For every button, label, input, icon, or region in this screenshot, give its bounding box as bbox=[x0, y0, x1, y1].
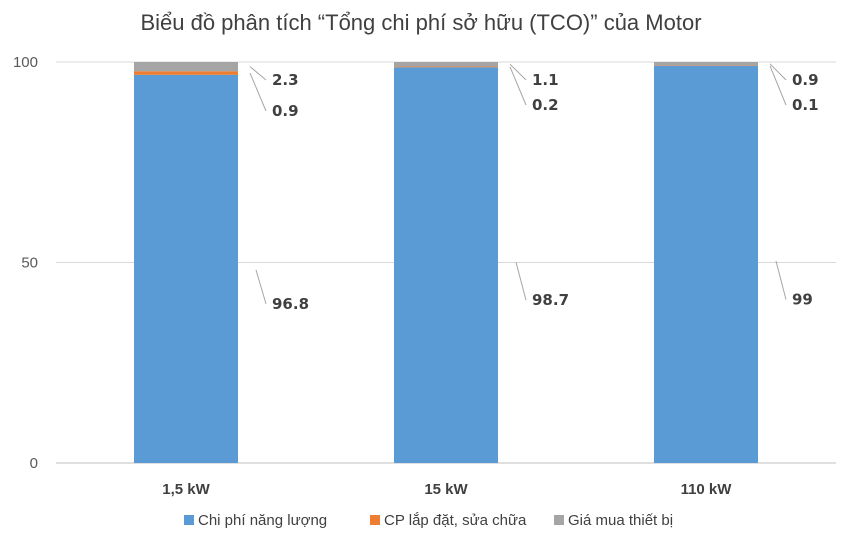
x-tick-label: 110 kW bbox=[681, 481, 733, 498]
data-label: 0.9 bbox=[272, 102, 299, 120]
legend-label: Giá mua thiết bị bbox=[568, 512, 673, 529]
y-tick-label: 50 bbox=[21, 255, 38, 272]
data-label: 99 bbox=[792, 291, 813, 309]
data-label: 0.1 bbox=[792, 96, 819, 114]
bar-segment bbox=[654, 62, 758, 66]
chart-title: Biểu đồ phân tích “Tổng chi phí sở hữu (… bbox=[140, 10, 702, 35]
y-tick-label: 100 bbox=[13, 54, 38, 71]
bar-segment bbox=[134, 74, 238, 463]
leader-line bbox=[775, 260, 787, 300]
data-label: 96.8 bbox=[272, 295, 309, 313]
legend-swatch bbox=[554, 515, 564, 525]
leader-line bbox=[255, 269, 267, 305]
bar-segment bbox=[394, 67, 498, 463]
bar-segment bbox=[394, 66, 498, 68]
leader-line bbox=[769, 63, 787, 81]
leader-line bbox=[515, 262, 527, 301]
bar-segment bbox=[394, 62, 498, 67]
data-label: 0.2 bbox=[532, 96, 559, 114]
leader-line bbox=[509, 66, 527, 106]
y-tick-label: 0 bbox=[30, 455, 38, 472]
data-label: 1.1 bbox=[532, 71, 559, 89]
legend-swatch bbox=[370, 515, 380, 525]
legend-swatch bbox=[184, 515, 194, 525]
leader-line bbox=[249, 66, 267, 81]
legend-label: CP lắp đặt, sửa chữa bbox=[384, 512, 527, 529]
bar-segment bbox=[134, 62, 238, 72]
bar-segment bbox=[134, 71, 238, 75]
leader-line bbox=[249, 72, 267, 112]
leader-line bbox=[509, 63, 527, 81]
data-label: 2.3 bbox=[272, 71, 299, 89]
data-label: 98.7 bbox=[532, 291, 569, 309]
bar-segment bbox=[654, 66, 758, 463]
legend-label: Chi phí năng lượng bbox=[198, 512, 327, 529]
x-tick-label: 15 kW bbox=[424, 481, 468, 498]
data-label: 0.9 bbox=[792, 71, 819, 89]
leader-line bbox=[769, 65, 787, 106]
x-tick-label: 1,5 kW bbox=[162, 481, 210, 498]
